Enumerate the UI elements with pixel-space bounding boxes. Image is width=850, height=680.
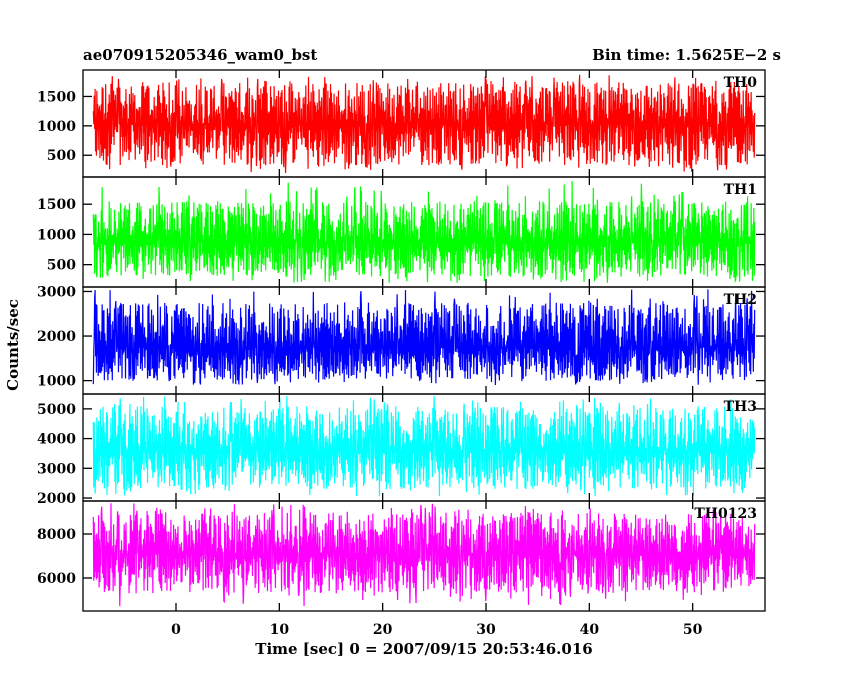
y-tick-label: 3000 <box>37 284 76 300</box>
chart-title-right: Bin time: 1.5625E−2 s <box>592 46 781 64</box>
y-tick-label: 1000 <box>37 119 76 135</box>
x-tick-label: 10 <box>270 622 290 638</box>
x-tick-label: 40 <box>580 622 600 638</box>
x-tick-label: 20 <box>373 622 393 638</box>
y-tick-label: 5000 <box>37 402 76 418</box>
panel-th2: 1000 2000 3000 TH2 <box>37 284 766 395</box>
y-tick-label: 8000 <box>37 527 76 543</box>
panel-th3: 2000 3000 4000 5000 TH3 <box>37 393 766 507</box>
y-tick-label: 1500 <box>37 89 76 105</box>
y-tick-label: 500 <box>47 258 76 274</box>
x-tick-label: 50 <box>683 622 703 638</box>
panel-label-th1: TH1 <box>724 182 757 198</box>
panel-label-th3: TH3 <box>724 399 757 415</box>
panel-th1: 500 1000 1500 TH1 <box>37 176 766 288</box>
x-axis-label: Time [sec] 0 = 2007/09/15 20:53:46.016 <box>255 640 592 658</box>
chart-title-left: ae070915205346_wam0_bst <box>83 46 317 64</box>
series-th2-line <box>92 289 756 386</box>
y-tick-label: 500 <box>47 148 76 164</box>
series-th1-line <box>92 181 756 284</box>
x-tick-label: 30 <box>476 622 496 638</box>
panel-th0123: 6000 8000 TH0123 <box>37 500 766 612</box>
y-axis-label: Counts/sec <box>4 299 22 391</box>
y-tick-label: 1500 <box>37 197 76 213</box>
y-tick-label: 4000 <box>37 432 76 448</box>
series-th0-line <box>92 74 756 174</box>
series-th3-line <box>92 396 756 497</box>
x-axis: 0 10 20 30 40 50 <box>171 622 703 638</box>
y-tick-label: 1000 <box>37 227 76 243</box>
y-tick-label: 2000 <box>37 329 76 345</box>
y-tick-label: 2000 <box>37 491 76 507</box>
panel-label-th0123: TH0123 <box>694 506 757 522</box>
panels-group: 500 1000 1500 TH0 500 1000 1500 TH1 1000 2000 3000… <box>37 69 766 612</box>
y-tick-label: 1000 <box>37 374 76 390</box>
y-tick-label: 6000 <box>37 571 76 587</box>
x-tick-label: 0 <box>171 622 181 638</box>
panel-label-th2: TH2 <box>724 292 757 308</box>
panel-th0123-frame <box>82 500 766 612</box>
panel-label-th0: TH0 <box>724 75 758 91</box>
series-th0123-line <box>92 503 756 607</box>
panel-th0: 500 1000 1500 TH0 <box>37 69 766 178</box>
y-tick-label: 3000 <box>37 461 76 477</box>
